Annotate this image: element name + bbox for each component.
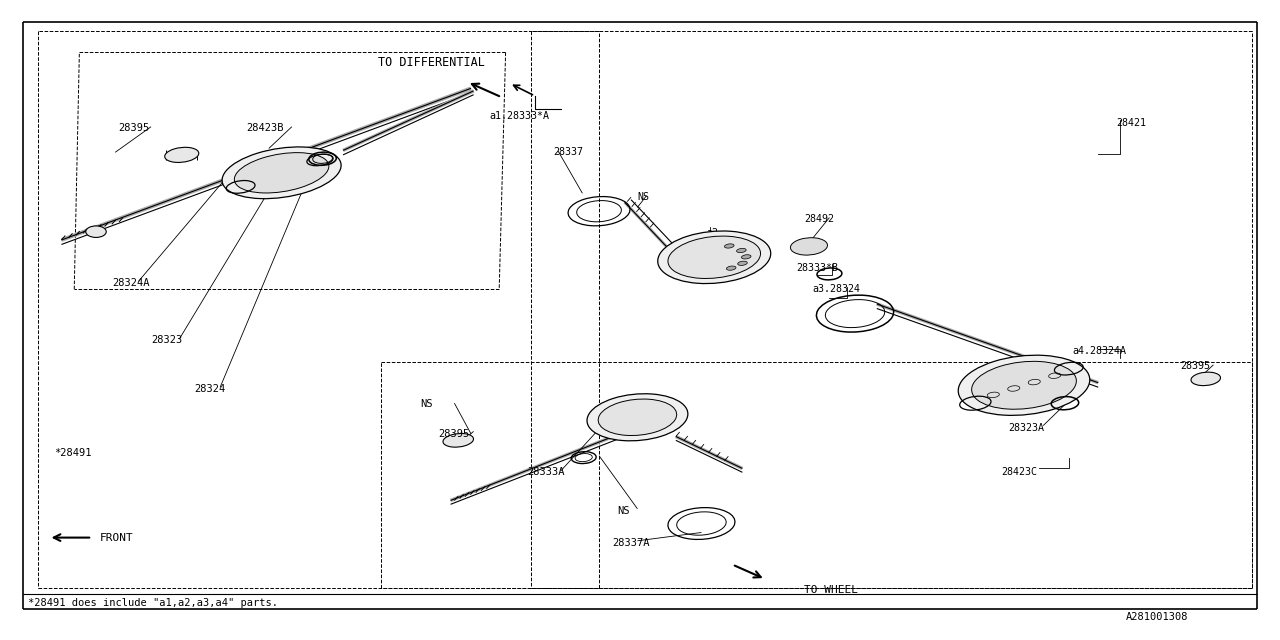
Text: 28324: 28324 (195, 384, 225, 394)
Text: 28337: 28337 (553, 147, 582, 157)
Ellipse shape (741, 255, 751, 259)
Text: 28423C: 28423C (1001, 467, 1037, 477)
Ellipse shape (727, 266, 736, 270)
Text: NS: NS (637, 192, 649, 202)
Text: 28335: 28335 (707, 243, 736, 253)
Text: TO WHEEL: TO WHEEL (804, 585, 858, 595)
Text: *28491: *28491 (54, 448, 91, 458)
Text: 28333*B: 28333*B (796, 262, 838, 273)
Ellipse shape (736, 248, 746, 253)
Ellipse shape (234, 152, 329, 193)
Text: 28423B: 28423B (246, 123, 283, 133)
Ellipse shape (972, 362, 1076, 409)
Ellipse shape (1190, 372, 1221, 386)
Text: NS: NS (420, 399, 433, 410)
Ellipse shape (737, 261, 748, 266)
Ellipse shape (598, 399, 677, 435)
Text: NS: NS (617, 506, 630, 516)
Text: a1.28333*A: a1.28333*A (489, 111, 549, 122)
Ellipse shape (223, 147, 340, 198)
Text: TO DIFFERENTIAL: TO DIFFERENTIAL (378, 56, 484, 69)
Text: 28337A: 28337A (612, 538, 649, 548)
Text: 28323: 28323 (151, 335, 182, 346)
Text: 28324A: 28324A (113, 278, 150, 288)
Text: 28492: 28492 (804, 214, 833, 224)
Text: FRONT: FRONT (100, 532, 133, 543)
Ellipse shape (588, 394, 687, 441)
Text: 28395: 28395 (438, 429, 468, 439)
Text: 28395: 28395 (118, 123, 148, 133)
Text: a3.28324: a3.28324 (813, 284, 860, 294)
Ellipse shape (724, 244, 733, 248)
Text: A281001308: A281001308 (1125, 612, 1188, 622)
Text: 28323A: 28323A (1009, 422, 1044, 433)
Ellipse shape (658, 231, 771, 284)
Ellipse shape (668, 236, 760, 278)
Text: 28421: 28421 (1116, 118, 1146, 128)
Text: 28333A: 28333A (527, 467, 564, 477)
Text: a4.28324A: a4.28324A (1073, 346, 1126, 356)
Ellipse shape (86, 226, 106, 237)
Text: a2.: a2. (707, 228, 724, 238)
Ellipse shape (791, 237, 827, 255)
Text: *28491 does include "a1,a2,a3,a4" parts.: *28491 does include "a1,a2,a3,a4" parts. (28, 598, 278, 608)
Ellipse shape (959, 355, 1089, 415)
Ellipse shape (443, 433, 474, 447)
Text: 28395: 28395 (1180, 361, 1210, 371)
Ellipse shape (165, 147, 198, 163)
